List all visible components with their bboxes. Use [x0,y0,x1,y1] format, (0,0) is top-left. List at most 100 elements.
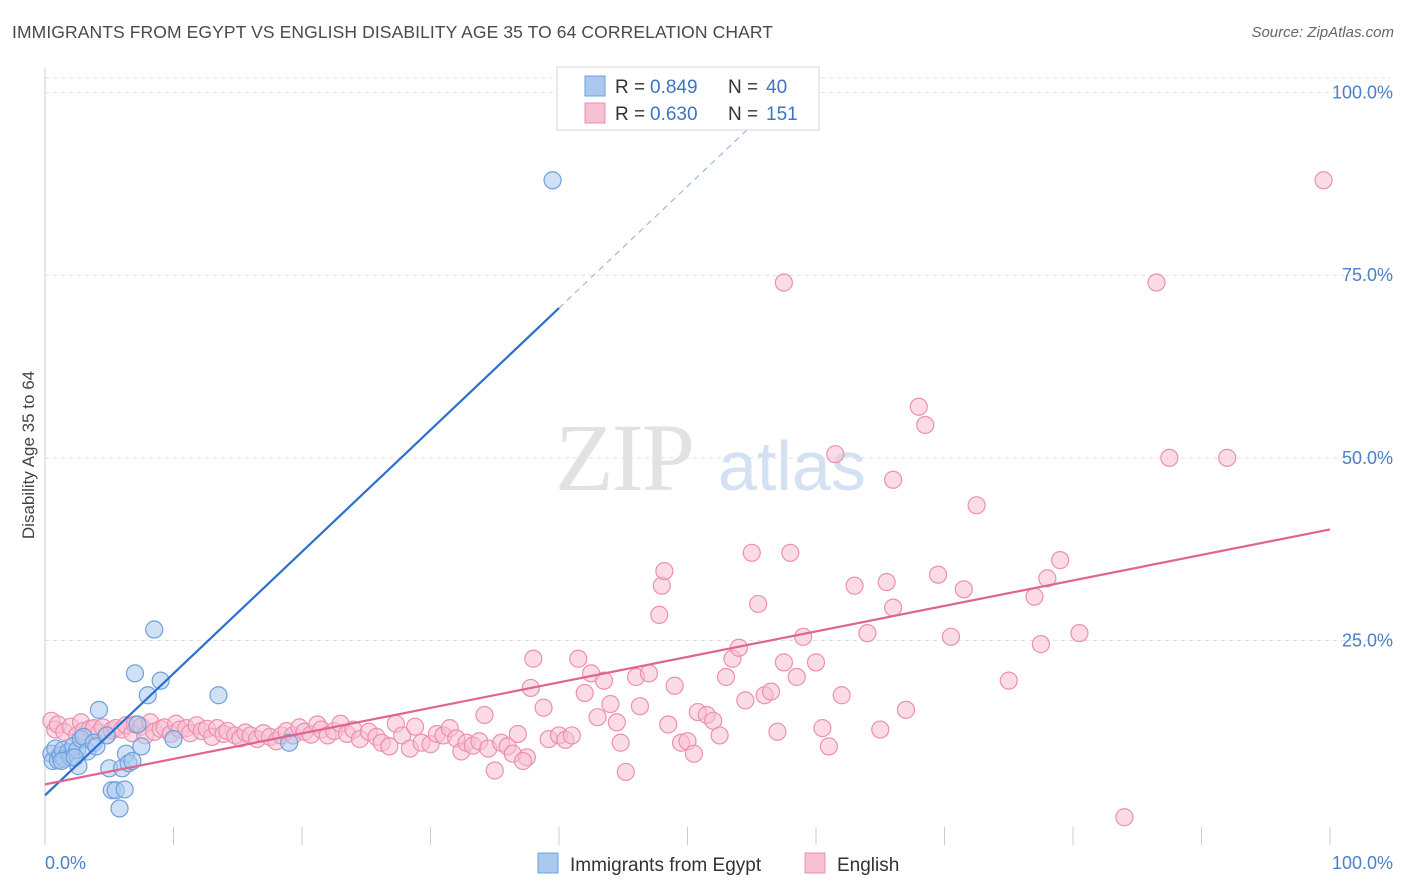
data-point-english [1218,448,1237,467]
data-point-english [896,700,916,719]
data-point-egypt [145,620,164,639]
y-tick-label: 50.0% [1342,448,1393,468]
data-point-english [1070,624,1089,643]
data-point-egypt [138,686,157,705]
source-label: Source: ZipAtlas.com [1251,24,1394,41]
data-point-english [659,715,678,734]
data-point-english [475,705,494,725]
data-point-english [819,737,838,756]
data-point-egypt [125,664,145,683]
data-point-english [655,561,674,581]
y-tick-label: 25.0% [1342,630,1393,650]
legend-swatch-pink [584,102,606,124]
data-point-egypt [115,780,134,799]
trend-line-egypt-extension [558,124,753,309]
data-point-english [594,671,614,690]
bottom-legend-label: English [837,855,899,876]
data-point-english [883,470,903,489]
x-tick-label: 100.0% [1332,853,1393,873]
bottom-legend-label: Immigrants from Egypt [570,855,762,876]
grid-lines [45,77,1390,641]
data-point-english [1314,171,1333,190]
data-point-english [611,733,630,752]
data-point-english [684,744,704,763]
data-point-english [616,762,635,782]
data-point-english [710,726,729,745]
data-point-egypt [543,171,562,190]
chart-title: IMMIGRANTS FROM EGYPT VS ENGLISH DISABIL… [12,22,774,42]
data-point-english [736,691,755,710]
data-point-egypt [209,686,228,705]
data-point-egypt [65,748,84,767]
data-point-english [524,649,543,668]
data-point-english [650,605,669,625]
data-point-english [485,761,504,780]
watermark-atlas: atlas [718,427,866,505]
data-point-english [569,649,588,668]
bottom-legend-swatch-blue [537,852,559,874]
data-point-english [1025,587,1044,606]
trend-line-english [44,528,1331,786]
data-point-english [858,624,877,643]
data-point-english [380,737,399,756]
data-point-english [928,565,948,584]
data-point-english [562,726,581,745]
data-point-english [405,717,425,736]
data-point-english [941,627,961,646]
data-point-english [806,653,826,672]
data-point-egypt [128,715,147,734]
bottom-legend: Immigrants from Egypt English [537,852,899,876]
data-point-english [954,580,973,599]
x-tick-label: 0.0% [45,853,86,873]
data-point-english [916,415,935,435]
data-point-english [749,594,768,614]
data-point-english [534,698,553,717]
data-point-english [845,576,864,595]
data-point-egypt [164,729,183,749]
data-point-egypt [110,799,129,818]
data-point-english [1115,808,1134,827]
data-point-english [630,697,650,716]
data-point-egypt [132,737,151,756]
data-point-english [871,720,890,739]
data-point-egypt [151,671,170,690]
data-point-english [513,751,533,771]
legend-n-label: N = [728,104,758,125]
data-point-english [1031,635,1050,654]
data-point-english [999,671,1018,690]
data-point-english [575,683,594,703]
data-point-english [909,397,928,416]
data-point-english [588,708,607,727]
data-point-english [967,496,986,515]
data-point-egypt [89,700,109,719]
legend-r-label: R = [615,104,645,125]
legend-n-label: N = [728,77,758,98]
legend-r-value: 0.630 [650,104,698,125]
data-point-english [826,445,845,464]
legend-r-value: 0.849 [650,77,698,98]
data-point-english [787,667,806,687]
data-point-english [601,694,620,714]
y-axis-label: Disability Age 35 to 64 [19,371,38,539]
data-point-english [1160,448,1179,467]
data-point-english [761,682,781,701]
data-point-english [883,598,903,617]
data-point-english [665,676,684,695]
data-point-english [508,724,527,744]
x-tick-labels: 0.0% 100.0% [45,853,1393,873]
data-point-english [781,543,800,562]
y-tick-label: 75.0% [1342,265,1393,285]
legend-r-label: R = [615,77,645,98]
watermark-zip: ZIP [555,404,693,511]
y-tick-label: 100.0% [1332,83,1393,103]
trend-line-egypt [44,307,560,797]
data-point-english [774,653,793,672]
legend-swatch-blue [584,75,606,97]
data-point-english [768,722,787,741]
data-point-english [832,686,851,705]
data-point-english [716,667,736,687]
data-point-english [639,664,659,683]
data-point-english [877,572,896,592]
trend-lines [44,124,1331,797]
